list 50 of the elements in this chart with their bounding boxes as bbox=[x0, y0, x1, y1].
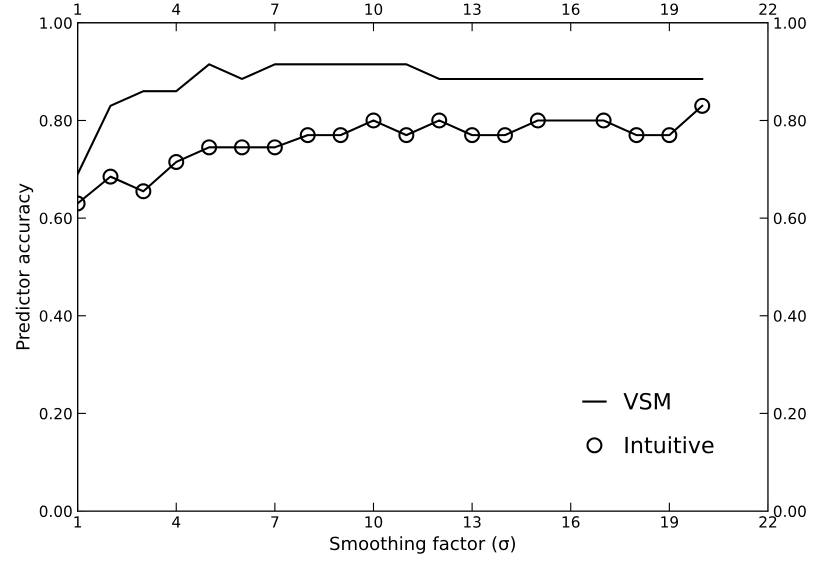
legend-label: Intuitive bbox=[626, 436, 714, 454]
y-tick-label: 1.00 bbox=[40, 17, 72, 29]
x2-tick-label: 19 bbox=[661, 3, 678, 16]
point bbox=[365, 112, 382, 128]
y2-tick-label: 0.00 bbox=[774, 506, 806, 518]
point bbox=[530, 112, 546, 128]
point bbox=[596, 112, 612, 128]
x-tick-label: 10 bbox=[365, 516, 382, 528]
x-tick-label: 7 bbox=[271, 516, 278, 528]
point bbox=[628, 127, 644, 144]
point bbox=[694, 98, 710, 114]
point bbox=[496, 127, 513, 144]
point bbox=[332, 127, 349, 144]
x-tick-label: 1 bbox=[74, 516, 82, 528]
point bbox=[300, 127, 316, 144]
x2-tick-label: 4 bbox=[172, 4, 180, 15]
x-axis-title: Smoothing factor (σ) bbox=[330, 536, 515, 554]
point bbox=[398, 127, 414, 144]
y-axis-title: Predictor accuracy bbox=[16, 184, 34, 350]
y2-tick-label: 1.00 bbox=[774, 17, 806, 29]
x2-tick-label: 1 bbox=[74, 4, 82, 15]
x2-tick-label: 10 bbox=[365, 3, 382, 16]
x2-tick-label: 13 bbox=[464, 3, 481, 16]
y2-tick-label: 0.60 bbox=[774, 212, 806, 224]
x-tick-label: 13 bbox=[464, 516, 481, 528]
x-tick-label: 4 bbox=[172, 516, 180, 528]
x2-tick-label: 7 bbox=[271, 4, 278, 15]
point bbox=[201, 139, 218, 156]
point bbox=[431, 112, 448, 128]
y2-tick-label: 0.20 bbox=[774, 408, 806, 420]
legend-label: VSM bbox=[624, 392, 670, 410]
x2-tick-label: 22 bbox=[759, 3, 776, 15]
point bbox=[102, 168, 118, 185]
point bbox=[168, 154, 184, 170]
point bbox=[464, 127, 480, 144]
y-tick-label: 0.00 bbox=[40, 506, 72, 518]
x-tick-label: 22 bbox=[759, 516, 776, 528]
x-tick-label: 16 bbox=[562, 516, 580, 528]
point bbox=[661, 127, 678, 144]
y-tick-label: 0.80 bbox=[40, 114, 72, 127]
point bbox=[234, 139, 250, 156]
x2-tick-label: 16 bbox=[562, 3, 580, 16]
y-tick-label: 0.40 bbox=[40, 310, 72, 322]
y-tick-label: 0.20 bbox=[40, 408, 72, 420]
point bbox=[135, 183, 152, 200]
point bbox=[266, 139, 283, 156]
y2-tick-label: 0.80 bbox=[774, 114, 806, 127]
y-tick-label: 0.60 bbox=[40, 212, 72, 224]
y2-tick-label: 0.40 bbox=[774, 310, 806, 322]
x-tick-label: 19 bbox=[661, 516, 678, 528]
